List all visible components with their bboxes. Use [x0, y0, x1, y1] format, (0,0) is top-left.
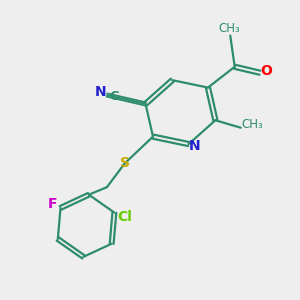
Text: C: C — [110, 90, 119, 103]
Text: S: S — [120, 156, 130, 170]
Text: CH₃: CH₃ — [218, 22, 240, 34]
Text: CH₃: CH₃ — [241, 118, 263, 131]
Text: N: N — [94, 85, 106, 99]
Text: Cl: Cl — [117, 210, 132, 224]
Text: F: F — [47, 197, 57, 211]
Text: O: O — [261, 64, 272, 78]
Text: N: N — [189, 139, 200, 152]
